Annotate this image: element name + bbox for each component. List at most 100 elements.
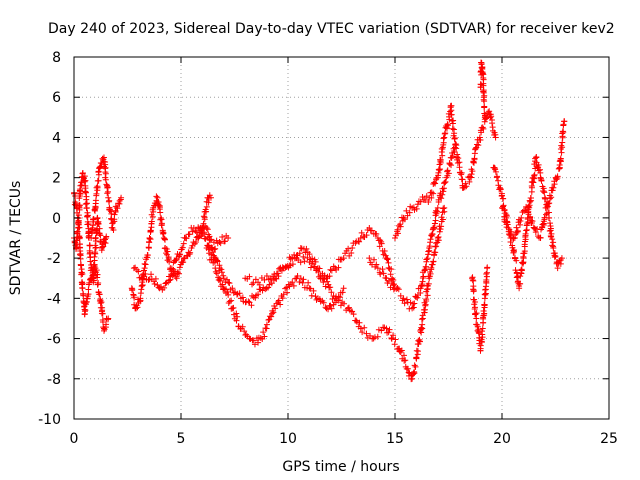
data-point [518,267,525,274]
data-point [96,164,103,171]
data-point [539,221,546,228]
data-point [428,194,435,201]
data-point [433,243,440,250]
data-point [77,191,84,198]
data-point [328,267,335,274]
data-point [176,264,183,271]
data-point [86,242,93,249]
data-point [410,304,417,311]
data-point [355,238,362,245]
data-point [366,255,373,262]
data-point [279,295,286,302]
data-point [398,347,405,354]
data-point [484,265,491,272]
data-point [531,171,538,178]
data-point [172,257,179,264]
data-point [528,184,535,191]
data-point [384,255,391,262]
data-point [208,236,215,243]
data-point [368,227,375,234]
data-point [510,248,517,255]
data-point [271,271,278,278]
data-point [517,218,524,225]
data-point [265,316,272,323]
data-point [427,270,434,277]
data-point [257,335,264,342]
y-axis-label: SDTVAR / TECUs [8,181,24,296]
data-point [530,172,537,179]
data-point [280,291,287,298]
data-point [549,187,556,194]
data-point [79,284,86,291]
data-point [147,236,154,243]
plot-frame [73,56,610,420]
data-point [439,216,446,223]
data-point [205,242,212,249]
data-point [401,300,408,307]
data-point [233,317,240,324]
data-point [500,195,507,202]
data-point [103,235,110,241]
data-point [471,150,478,157]
data-point [102,240,109,247]
data-point [90,216,97,223]
data-point [550,245,557,252]
data-point [315,268,322,275]
data-point [547,195,554,202]
data-point [359,329,366,336]
data-point [413,205,420,212]
data-point [436,228,443,235]
data-point [198,232,205,239]
data-point [427,236,434,243]
data-point [176,252,183,259]
data-point [444,121,451,128]
data-point [449,120,456,127]
data-point [99,310,106,317]
data-point [522,232,529,239]
data-point [312,258,319,265]
data-point [158,283,165,290]
data-point [481,103,488,110]
data-point [379,266,386,273]
data-point [471,155,478,162]
data-point [104,184,111,191]
data-point [72,193,79,200]
data-point [74,228,81,235]
data-point [211,246,218,253]
data-point [513,257,520,264]
data-point [542,211,549,218]
data-point [526,198,533,205]
data-point [111,211,118,218]
data-point [558,149,565,156]
data-point [504,219,511,226]
data-point [201,229,208,236]
data-point [394,230,401,237]
data-point [432,217,439,224]
data-point [548,230,555,237]
data-point [470,287,477,294]
data-point [310,287,317,294]
data-point [73,204,80,211]
data-point [335,297,342,304]
data-point [425,280,432,287]
data-point [215,277,222,284]
data-point [420,273,427,280]
data-point [492,168,499,175]
data-point [419,194,426,201]
data-point [432,180,439,187]
data-point [149,213,156,220]
data-point [321,276,328,283]
data-point [200,213,207,220]
data-point [424,255,431,262]
data-point [219,281,226,288]
data-point [251,341,258,348]
data-point [551,181,558,188]
data-point [549,242,556,249]
data-point [195,235,202,241]
data-point [105,315,112,322]
data-point [448,111,455,118]
data-point [385,278,392,285]
data-point [451,130,458,137]
data-point [480,96,487,103]
data-point [180,259,187,266]
